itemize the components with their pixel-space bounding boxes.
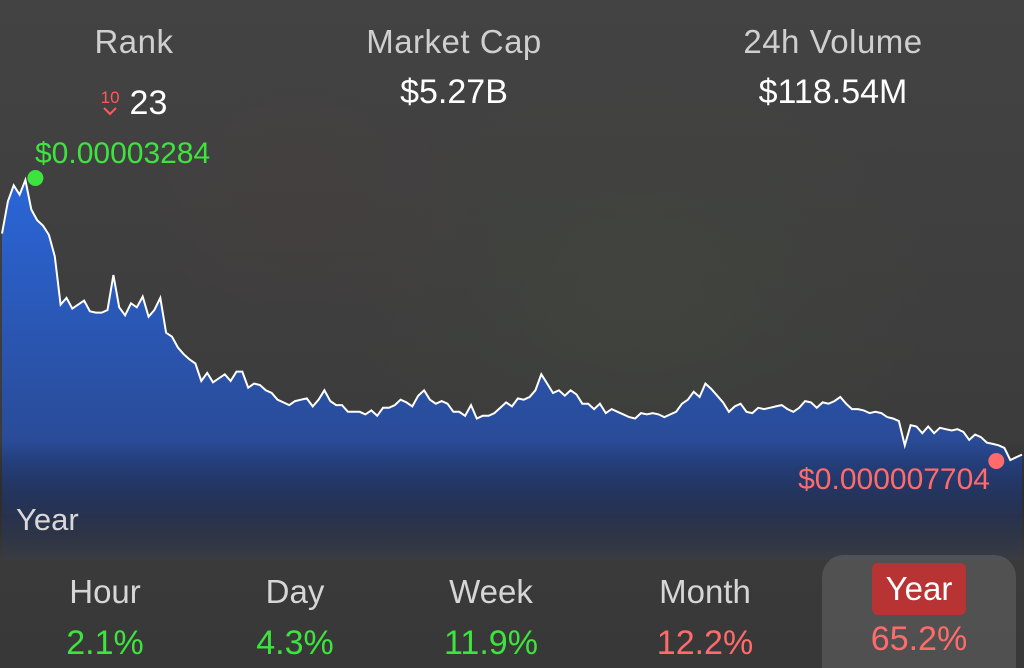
tab-day-label: Day [265,573,325,610]
volume-label: 24h Volume [743,23,923,60]
volume-value: $118.54M [758,73,908,111]
stats-header: Rank 10 23 Market Cap $5.27B 24h Volume [0,0,1024,130]
low-price-label: $0.000007704 [798,463,990,496]
market-cap-stat: Market Cap $5.27B [304,22,604,114]
chevron-down-icon [103,107,117,116]
period-selector: Hour 2.1% Day 4.3% Week 11.9% Month 12.2… [0,555,1024,668]
tab-hour[interactable]: Hour 2.1% [0,555,210,668]
tab-year[interactable]: Year 65.2% [822,555,1016,668]
high-price-label: $0.00003284 [35,137,211,170]
tab-week-change: 11.9% [444,624,538,662]
price-line [1,176,1023,462]
market-cap-value: $5.27B [400,73,508,111]
volume-stat: 24h Volume $118.54M [683,22,983,114]
market-cap-label: Market Cap [366,23,542,60]
rank-change-value: 10 [100,88,120,107]
tab-hour-change: 2.1% [66,624,144,662]
range-caption: Year [16,502,79,537]
tab-day[interactable]: Day 4.3% [190,555,400,668]
tab-week-label: Week [449,573,533,610]
rank-value-row: 10 23 [0,70,284,125]
tab-month[interactable]: Month 12.2% [600,555,810,668]
rank-stat: Rank 10 23 [0,22,284,125]
tab-hour-label: Hour [69,573,141,610]
tab-month-change: 12.2% [656,624,754,662]
tab-week[interactable]: Week 11.9% [386,555,596,668]
rank-change: 10 [101,89,120,116]
low-price-marker [988,453,1005,469]
price-area-fade [0,440,1024,560]
tab-month-label: Month [659,573,751,610]
tab-day-change: 4.3% [256,624,334,662]
rank-value: 23 [129,83,168,122]
rank-label: Rank [94,23,174,60]
high-price-marker [27,170,44,186]
tab-year-label: Year [871,563,967,615]
tab-year-change: 65.2% [870,620,968,658]
